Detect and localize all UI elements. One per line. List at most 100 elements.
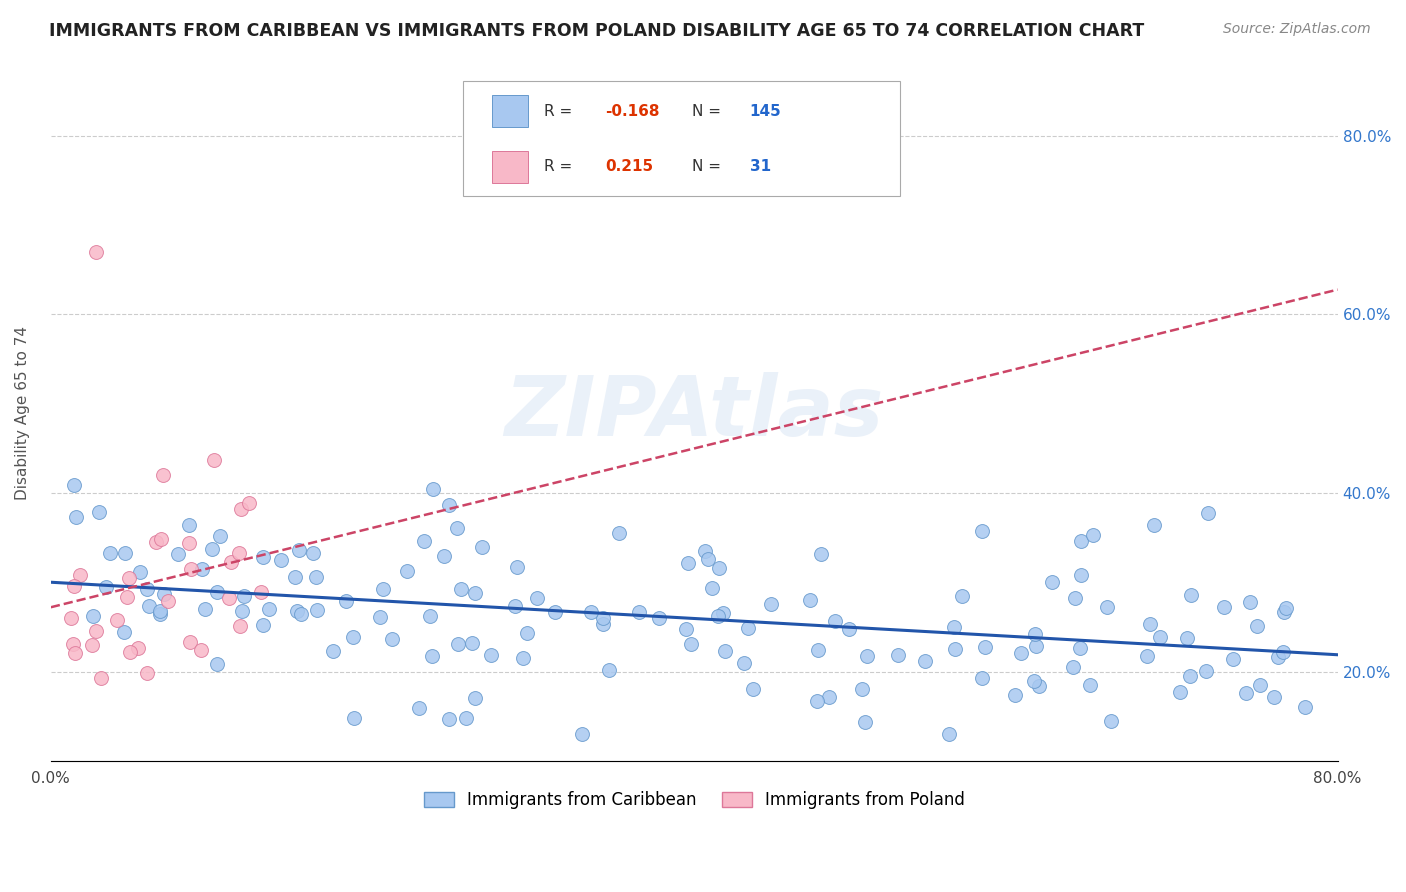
Point bbox=[1139, 616, 1161, 631]
Point bbox=[301, 546, 323, 560]
Point bbox=[1024, 626, 1046, 640]
Text: 31: 31 bbox=[749, 160, 770, 174]
Point bbox=[543, 605, 565, 619]
Text: 0.215: 0.215 bbox=[606, 160, 654, 174]
Text: Source: ZipAtlas.com: Source: ZipAtlas.com bbox=[1223, 22, 1371, 37]
Point bbox=[733, 656, 755, 670]
Point bbox=[503, 599, 526, 614]
Point bbox=[419, 609, 441, 624]
Point bbox=[856, 649, 879, 664]
Point bbox=[1197, 506, 1219, 520]
Point bbox=[179, 634, 201, 648]
Point bbox=[62, 637, 84, 651]
Point bbox=[974, 640, 997, 655]
Point bbox=[1239, 595, 1261, 609]
Point bbox=[152, 587, 174, 601]
Text: R =: R = bbox=[544, 160, 576, 174]
Point bbox=[342, 630, 364, 644]
Point bbox=[229, 502, 252, 516]
Point bbox=[1095, 600, 1118, 615]
Point bbox=[145, 534, 167, 549]
Text: ZIPAtlas: ZIPAtlas bbox=[505, 372, 884, 453]
Point bbox=[98, 546, 121, 560]
Point bbox=[408, 700, 430, 714]
Point bbox=[84, 244, 107, 259]
Point bbox=[526, 591, 548, 606]
Point bbox=[446, 521, 468, 535]
Point bbox=[1275, 601, 1298, 615]
Point bbox=[1180, 588, 1202, 602]
Point bbox=[505, 559, 527, 574]
Point bbox=[180, 562, 202, 576]
Point bbox=[1010, 646, 1032, 660]
Text: R =: R = bbox=[544, 103, 576, 119]
Point bbox=[1246, 619, 1268, 633]
Point bbox=[84, 624, 107, 639]
Point bbox=[1249, 678, 1271, 692]
Point bbox=[479, 648, 502, 662]
Point bbox=[1212, 600, 1234, 615]
Point bbox=[65, 509, 87, 524]
Point bbox=[191, 562, 214, 576]
Point bbox=[115, 590, 138, 604]
Point bbox=[512, 650, 534, 665]
Point bbox=[252, 549, 274, 564]
Point bbox=[950, 589, 973, 603]
Point bbox=[167, 547, 190, 561]
Point bbox=[598, 664, 620, 678]
Point bbox=[205, 657, 228, 671]
Point bbox=[711, 606, 734, 620]
Legend: Immigrants from Caribbean, Immigrants from Poland: Immigrants from Caribbean, Immigrants fr… bbox=[418, 784, 972, 815]
Point bbox=[201, 541, 224, 556]
Point bbox=[82, 608, 104, 623]
Point bbox=[942, 620, 965, 634]
Point bbox=[343, 710, 366, 724]
Point bbox=[208, 529, 231, 543]
Point bbox=[128, 565, 150, 579]
Point bbox=[238, 496, 260, 510]
Point bbox=[1025, 639, 1047, 653]
Point bbox=[307, 603, 329, 617]
Point bbox=[648, 611, 671, 625]
FancyBboxPatch shape bbox=[463, 81, 900, 196]
Text: N =: N = bbox=[692, 160, 725, 174]
Point bbox=[422, 482, 444, 496]
Point bbox=[571, 727, 593, 741]
Point bbox=[628, 606, 651, 620]
Point bbox=[433, 549, 456, 563]
Point bbox=[112, 624, 135, 639]
Point bbox=[437, 712, 460, 726]
Point bbox=[138, 599, 160, 614]
Point bbox=[824, 614, 846, 628]
Point bbox=[1078, 678, 1101, 692]
Point bbox=[207, 584, 229, 599]
Point bbox=[1222, 651, 1244, 665]
Point bbox=[127, 640, 149, 655]
Point bbox=[135, 582, 157, 597]
Point bbox=[396, 564, 419, 578]
Point bbox=[464, 586, 486, 600]
Text: N =: N = bbox=[692, 103, 725, 119]
Point bbox=[714, 644, 737, 658]
Point bbox=[218, 591, 240, 605]
Point bbox=[1028, 679, 1050, 693]
Point bbox=[818, 690, 841, 705]
Point bbox=[149, 604, 172, 618]
Point bbox=[114, 546, 136, 560]
Point bbox=[1040, 574, 1063, 589]
Point bbox=[149, 607, 172, 621]
Point bbox=[693, 544, 716, 558]
Point bbox=[270, 553, 292, 567]
Point bbox=[1024, 673, 1046, 688]
Point bbox=[190, 643, 212, 657]
Point bbox=[676, 556, 699, 570]
Point bbox=[63, 580, 86, 594]
Point bbox=[63, 646, 86, 660]
Point bbox=[288, 542, 311, 557]
Point bbox=[1272, 606, 1295, 620]
Point bbox=[887, 648, 910, 662]
Point bbox=[149, 532, 172, 546]
Point bbox=[194, 602, 217, 616]
Point bbox=[759, 598, 782, 612]
Bar bbox=[492, 151, 529, 183]
